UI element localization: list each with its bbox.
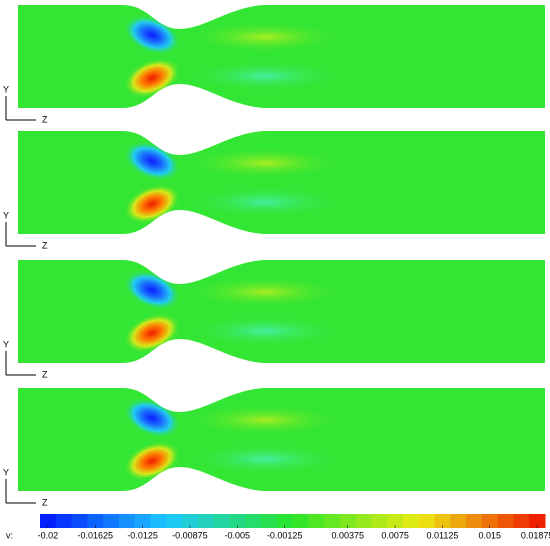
colorbar-swatch xyxy=(387,514,404,528)
colorbar-swatch xyxy=(40,514,57,528)
positive-region xyxy=(185,276,345,308)
colorbar-swatch xyxy=(182,514,199,528)
colorbar-tick-label: -0.005 xyxy=(225,530,251,540)
colorbar-swatch xyxy=(434,514,451,528)
colorbar-label: v: xyxy=(6,530,13,540)
y-axis-label: Y xyxy=(3,84,9,94)
colorbar-swatch xyxy=(55,514,73,528)
z-axis-label: Z xyxy=(42,369,48,379)
colorbar-swatch xyxy=(166,514,183,528)
colorbar-swatch xyxy=(103,514,120,528)
colorbar-swatch xyxy=(197,514,215,528)
colorbar-swatch xyxy=(418,514,436,528)
colorbar-swatch xyxy=(276,514,293,528)
colorbar-swatch xyxy=(497,514,514,528)
colorbar-swatch xyxy=(481,514,499,528)
colorbar-tick-label: -0.00875 xyxy=(172,530,208,540)
y-axis-label: Y xyxy=(3,210,9,220)
colorbar-swatch xyxy=(513,514,530,528)
panel: YZ xyxy=(3,260,545,379)
colorbar-swatch xyxy=(292,514,309,528)
channel xyxy=(18,388,545,491)
panel: YZ xyxy=(3,388,545,507)
channel xyxy=(18,131,545,234)
negative-region xyxy=(185,443,345,475)
colorbar-swatch xyxy=(355,514,372,528)
colorbar-swatch xyxy=(245,514,262,528)
contours xyxy=(123,14,345,99)
colorbar-swatch xyxy=(150,514,167,528)
colorbar-tick-label: 0.00375 xyxy=(331,530,364,540)
channel xyxy=(18,5,545,108)
colorbar-swatch xyxy=(324,514,341,528)
colorbar-tick-label: -0.00125 xyxy=(267,530,303,540)
colorbar-swatch xyxy=(371,514,388,528)
colorbar-swatch xyxy=(71,514,88,528)
z-axis-label: Z xyxy=(42,114,48,124)
z-axis-label: Z xyxy=(42,497,48,507)
z-axis-label: Z xyxy=(42,240,48,250)
colorbar-swatch xyxy=(118,514,136,528)
y-axis-label: Y xyxy=(3,467,9,477)
colorbar-swatch xyxy=(134,514,151,528)
negative-region xyxy=(185,315,345,347)
channel xyxy=(18,260,545,363)
colorbar-tick-label: 0.01125 xyxy=(426,530,458,540)
colorbar-swatch xyxy=(529,514,546,528)
positive-region xyxy=(185,147,345,179)
y-axis-label: Y xyxy=(3,339,9,349)
colorbar-swatch xyxy=(87,514,104,528)
positive-region xyxy=(185,21,345,53)
negative-region xyxy=(185,60,345,92)
colorbar-swatch xyxy=(260,514,278,528)
negative-region xyxy=(185,186,345,218)
colorbar-tick-label: 0.0075 xyxy=(381,530,409,540)
colorbar-tick-label: -0.02 xyxy=(38,530,59,540)
colorbar-swatch xyxy=(339,514,357,528)
colorbar-swatch xyxy=(450,514,467,528)
colorbar-swatch xyxy=(213,514,230,528)
colorbar-swatch xyxy=(466,514,483,528)
colorbar-tick-label: -0.0125 xyxy=(127,530,158,540)
colorbar-swatch xyxy=(402,514,420,528)
colorbar-swatch xyxy=(308,514,325,528)
colorbar-tick-label: 0.015 xyxy=(479,530,502,540)
colorbar-tick-label: 0.01875 xyxy=(521,530,550,540)
positive-region xyxy=(185,404,345,436)
colorbar-swatch xyxy=(229,514,246,528)
panel: YZ xyxy=(3,5,545,124)
colorbar-tick-label: -0.01625 xyxy=(77,530,113,540)
panel: YZ xyxy=(3,131,545,250)
